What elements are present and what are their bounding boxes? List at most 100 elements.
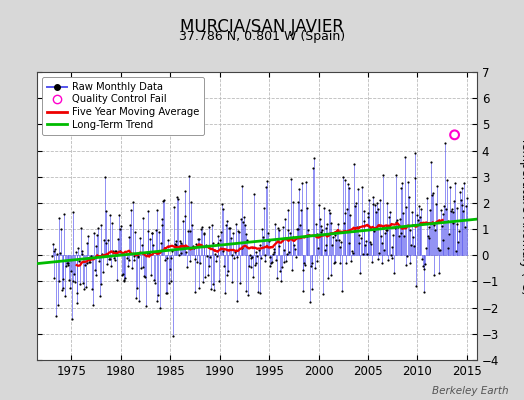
- Point: [376, 197, 384, 203]
- Point: [214, 240, 223, 246]
- Point: [450, 198, 458, 204]
- Point: [88, 286, 96, 292]
- Point: [232, 221, 240, 227]
- Point: [170, 240, 179, 247]
- Point: [276, 268, 285, 274]
- Point: [126, 222, 135, 228]
- Point: [336, 244, 345, 250]
- Point: [333, 227, 341, 234]
- Point: [180, 242, 188, 249]
- Point: [449, 220, 457, 226]
- Point: [249, 274, 257, 280]
- Point: [330, 259, 338, 266]
- Point: [292, 254, 300, 261]
- Point: [279, 223, 287, 230]
- Point: [258, 226, 266, 232]
- Point: [172, 238, 181, 244]
- Point: [300, 260, 308, 266]
- Point: [327, 220, 335, 226]
- Point: [134, 254, 142, 260]
- Point: [243, 237, 252, 244]
- Point: [155, 229, 163, 235]
- Point: [443, 177, 451, 184]
- Point: [226, 224, 234, 231]
- Point: [262, 184, 270, 190]
- Point: [256, 290, 264, 296]
- Point: [58, 287, 66, 293]
- Point: [177, 240, 185, 246]
- Point: [54, 215, 63, 222]
- Point: [427, 159, 435, 165]
- Point: [384, 257, 392, 263]
- Point: [286, 230, 294, 236]
- Point: [364, 214, 372, 220]
- Point: [75, 258, 83, 264]
- Point: [270, 246, 279, 252]
- Point: [282, 258, 290, 264]
- Point: [359, 218, 368, 224]
- Point: [146, 236, 154, 242]
- Point: [413, 212, 421, 219]
- Point: [446, 184, 454, 190]
- Point: [348, 248, 356, 254]
- Point: [437, 206, 445, 213]
- Point: [103, 261, 111, 267]
- Point: [143, 250, 151, 256]
- Point: [291, 246, 299, 253]
- Point: [396, 230, 405, 236]
- Point: [74, 245, 82, 252]
- Point: [294, 226, 302, 232]
- Point: [72, 248, 80, 255]
- Point: [371, 202, 379, 208]
- Point: [55, 278, 63, 284]
- Point: [269, 248, 278, 255]
- Point: [135, 298, 144, 304]
- Point: [138, 242, 146, 248]
- Point: [404, 178, 412, 185]
- Point: [89, 302, 97, 309]
- Point: [293, 199, 302, 206]
- Point: [419, 263, 427, 270]
- Point: [236, 216, 245, 222]
- Point: [311, 220, 320, 227]
- Point: [115, 226, 124, 232]
- Point: [432, 201, 440, 208]
- Point: [124, 234, 133, 240]
- Point: [383, 226, 391, 233]
- Point: [137, 264, 145, 271]
- Point: [189, 243, 197, 249]
- Point: [335, 237, 343, 244]
- Point: [274, 225, 282, 232]
- Point: [377, 233, 385, 240]
- Point: [389, 232, 397, 238]
- Point: [81, 262, 89, 268]
- Point: [168, 248, 177, 254]
- Point: [176, 250, 184, 256]
- Point: [263, 178, 271, 184]
- Point: [297, 206, 305, 213]
- Point: [115, 212, 123, 218]
- Point: [158, 222, 167, 228]
- Point: [217, 229, 225, 235]
- Point: [113, 277, 121, 283]
- Point: [318, 227, 326, 233]
- Point: [271, 220, 279, 227]
- Point: [367, 259, 376, 265]
- Point: [431, 226, 440, 233]
- Point: [320, 205, 328, 212]
- Point: [337, 239, 345, 245]
- Point: [242, 288, 250, 294]
- Point: [454, 238, 463, 245]
- Point: [62, 260, 71, 266]
- Point: [119, 278, 128, 284]
- Point: [391, 219, 400, 225]
- Point: [240, 214, 248, 220]
- Point: [91, 272, 100, 278]
- Point: [421, 260, 430, 267]
- Point: [344, 181, 352, 188]
- Point: [116, 248, 125, 254]
- Text: Berkeley Earth: Berkeley Earth: [432, 386, 508, 396]
- Point: [289, 198, 298, 205]
- Point: [204, 262, 213, 269]
- Point: [223, 218, 232, 224]
